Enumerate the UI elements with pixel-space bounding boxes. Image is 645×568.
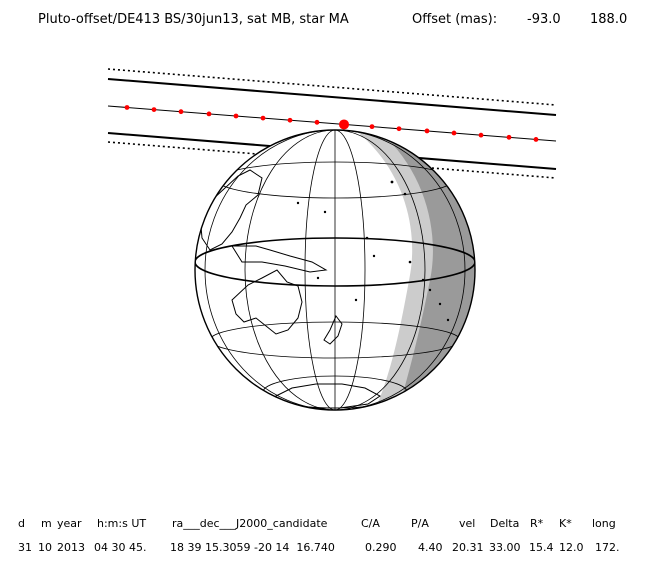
island — [316, 276, 320, 280]
header-month: m — [41, 517, 52, 530]
asia-coastline — [199, 169, 263, 251]
offset-label: Offset (mas): — [412, 12, 498, 27]
time-dot — [424, 128, 430, 134]
time-dot — [478, 132, 484, 138]
time-dot — [369, 124, 375, 130]
value-vel: 20.31 — [452, 541, 484, 554]
indonesia-coastline — [231, 245, 328, 273]
value-k-star: 12.0 — [559, 541, 584, 554]
island — [421, 278, 425, 282]
header-pa: P/A — [411, 517, 429, 530]
value-month: 10 — [38, 541, 52, 554]
island — [296, 201, 300, 205]
value-ra-dec: 18 39 15.3059 -20 14 16.740 — [170, 541, 335, 554]
time-dot — [260, 115, 266, 121]
meridian — [204, 130, 466, 410]
island — [446, 318, 450, 322]
island — [390, 180, 394, 184]
header-day: d — [18, 517, 25, 530]
time-dot — [314, 119, 320, 125]
offset-ra-value: -93.0 — [527, 12, 561, 27]
island — [403, 192, 407, 196]
island — [428, 288, 432, 292]
header-ca: C/A — [361, 517, 380, 530]
header-k-star: K* — [559, 517, 572, 530]
time-dot — [178, 109, 184, 115]
time-dot — [396, 126, 402, 132]
night-zone — [378, 130, 475, 410]
time-dot — [533, 137, 539, 142]
island — [408, 260, 412, 264]
globe-outline — [194, 129, 476, 411]
value-year: 2013 — [57, 541, 85, 554]
header-ra-dec: ra___dec___J2000_candidate — [172, 517, 328, 530]
centerline-time-dots — [124, 105, 539, 142]
time-dot — [233, 113, 239, 119]
time-dot — [287, 117, 293, 123]
value-day: 31 — [18, 541, 32, 554]
value-r-star: 15.4 — [529, 541, 554, 554]
meridian — [244, 130, 426, 410]
time-dot — [206, 111, 212, 117]
value-delta: 33.00 — [489, 541, 521, 554]
island — [323, 210, 327, 214]
australia-coastline — [231, 269, 303, 335]
value-time-ut: 04 30 45. — [94, 541, 147, 554]
value-ca: 0.290 — [365, 541, 397, 554]
offset-dec-value: 188.0 — [590, 12, 628, 27]
earth-globe — [194, 129, 476, 411]
shadow-limit-north — [107, 78, 557, 116]
time-dot — [451, 130, 457, 136]
time-dot — [506, 134, 512, 140]
plot-title: Pluto-offset/DE413 BS/30jun13, sat MB, s… — [38, 12, 349, 27]
header-vel: vel — [459, 517, 476, 530]
header-year: year — [57, 517, 82, 530]
island — [372, 254, 376, 258]
time-dot — [151, 107, 157, 112]
header-r-star: R* — [530, 517, 544, 530]
island — [438, 302, 442, 306]
meridian — [304, 130, 366, 410]
value-pa: 4.40 — [418, 541, 443, 554]
time-dot — [124, 105, 130, 110]
closest-approach-dot — [339, 119, 349, 130]
island — [365, 236, 369, 240]
equator — [195, 237, 475, 287]
new-zealand-coastline — [323, 315, 343, 345]
shadow-outer-limit-north — [107, 68, 557, 106]
island — [354, 298, 358, 302]
header-time-ut: h:m:s UT — [97, 517, 147, 530]
header-delta: Delta — [490, 517, 520, 530]
header-long: long — [592, 517, 616, 530]
value-long: 172. — [595, 541, 620, 554]
